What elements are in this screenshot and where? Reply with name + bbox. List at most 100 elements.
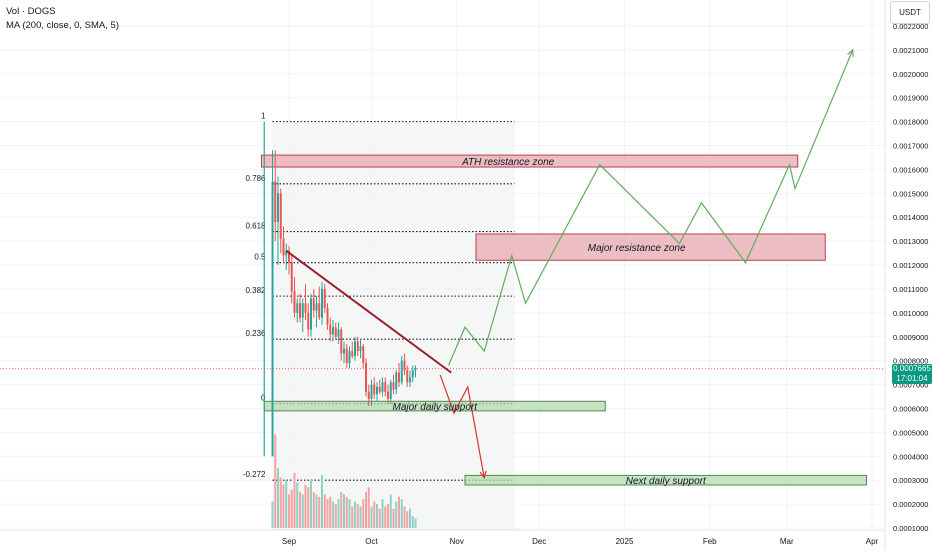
- candle-body[interactable]: [323, 288, 326, 309]
- candle-body[interactable]: [365, 363, 367, 392]
- candle-body[interactable]: [387, 391, 389, 399]
- candle-body[interactable]: [307, 312, 310, 330]
- candle-body[interactable]: [400, 360, 403, 383]
- candle-body[interactable]: [381, 382, 384, 392]
- candle-body[interactable]: [409, 377, 411, 383]
- volume-bar: [411, 516, 414, 528]
- volume-bar: [285, 480, 288, 528]
- volume-bar: [395, 501, 398, 528]
- candle-body[interactable]: [301, 303, 304, 318]
- zone-label: Major daily support: [393, 402, 479, 413]
- x-tick-label: Dec: [532, 537, 546, 546]
- y-tick-label: 0.0020000: [893, 70, 928, 79]
- y-tick-label: 0.0007000: [893, 381, 928, 390]
- indicator-title[interactable]: Vol · DOGS: [6, 6, 56, 17]
- volume-bar: [403, 506, 406, 528]
- price-axis[interactable]: [885, 0, 932, 550]
- candle-body[interactable]: [356, 341, 359, 352]
- zone-box[interactable]: [475, 233, 826, 261]
- candle-body[interactable]: [271, 181, 274, 457]
- candle-body[interactable]: [403, 360, 406, 371]
- fib-level-label: 0.786: [245, 174, 266, 183]
- candle-body[interactable]: [293, 291, 296, 313]
- candle-body[interactable]: [376, 386, 378, 395]
- volume-bar: [318, 496, 321, 528]
- candle-body[interactable]: [312, 298, 315, 311]
- candle-body[interactable]: [367, 391, 370, 399]
- fib-level-label: 0.618: [245, 222, 266, 231]
- candle-body[interactable]: [334, 327, 337, 337]
- candle-body[interactable]: [389, 382, 392, 399]
- candle-body[interactable]: [337, 329, 340, 337]
- candle-body[interactable]: [318, 303, 321, 318]
- volume-bar: [321, 475, 323, 528]
- candle-body[interactable]: [362, 346, 365, 364]
- candle-body[interactable]: [340, 329, 343, 354]
- volume-bar: [359, 506, 362, 528]
- candle-body[interactable]: [282, 238, 285, 256]
- candle-body[interactable]: [378, 386, 381, 392]
- candle-body[interactable]: [406, 370, 409, 383]
- zone-label: Major resistance zone: [588, 243, 686, 254]
- zone-box[interactable]: [261, 154, 799, 168]
- candle-body[interactable]: [285, 250, 288, 256]
- volume-bar: [312, 492, 315, 528]
- candle-body[interactable]: [392, 382, 395, 390]
- candle-body[interactable]: [296, 303, 299, 313]
- bullish-scenario-path[interactable]: [447, 49, 854, 366]
- volume-bar: [340, 492, 343, 528]
- y-tick-label: 0.0021000: [893, 46, 928, 55]
- candle-body[interactable]: [326, 308, 329, 325]
- candle-body[interactable]: [315, 303, 318, 311]
- candle-body[interactable]: [274, 181, 277, 223]
- candle-body[interactable]: [288, 250, 290, 263]
- candle-body[interactable]: [359, 346, 362, 352]
- y-tick-label: 0.0015000: [893, 189, 928, 198]
- candle-body[interactable]: [345, 348, 348, 364]
- volume-bar: [279, 477, 282, 528]
- fib-level-label: 1: [261, 112, 266, 121]
- candle-body[interactable]: [348, 351, 351, 364]
- candle-body[interactable]: [395, 372, 398, 390]
- y-tick-label: 0.0001000: [893, 524, 928, 533]
- current-price-value: 0.0007665: [893, 364, 931, 373]
- y-tick-label: 0.0018000: [893, 118, 928, 127]
- y-tick-label: 0.0019000: [893, 94, 928, 103]
- candle-body[interactable]: [299, 303, 301, 318]
- candle-body[interactable]: [329, 324, 332, 335]
- candle-body[interactable]: [411, 370, 414, 378]
- volume-bar: [326, 499, 329, 528]
- volume-bar: [288, 494, 290, 528]
- candle-body[interactable]: [384, 382, 387, 392]
- indicator-params[interactable]: MA (200, close, 0, SMA, 5): [6, 20, 119, 31]
- candle-body[interactable]: [343, 348, 345, 354]
- candle-body[interactable]: [304, 303, 307, 313]
- volume-bar: [323, 494, 326, 528]
- candle-body[interactable]: [279, 193, 282, 239]
- candle-body[interactable]: [310, 298, 312, 330]
- bearish-scenario-path[interactable]: [439, 374, 485, 478]
- candle-body[interactable]: [351, 351, 354, 356]
- candle-body[interactable]: [277, 193, 279, 223]
- candle-body[interactable]: [354, 341, 356, 356]
- candle-body[interactable]: [290, 262, 293, 292]
- volume-bar: [274, 434, 277, 528]
- candle-body[interactable]: [332, 327, 334, 335]
- candle-body[interactable]: [398, 372, 400, 383]
- volume-bar: [409, 508, 411, 528]
- candle-body[interactable]: [414, 367, 417, 371]
- zone-label: Next daily support: [626, 476, 707, 487]
- volume-bar: [304, 484, 307, 528]
- y-tick-label: 0.0016000: [893, 165, 928, 174]
- descending-trendline[interactable]: [285, 249, 452, 374]
- candle-body[interactable]: [373, 384, 376, 395]
- candle-body[interactable]: [321, 288, 323, 318]
- candle-body[interactable]: [370, 384, 373, 399]
- currency-button[interactable]: USDT: [890, 1, 930, 24]
- y-tick-label: 0.0004000: [893, 452, 928, 461]
- zone-box[interactable]: [464, 474, 867, 486]
- volume-bar: [343, 494, 345, 528]
- volume-bar: [406, 511, 409, 528]
